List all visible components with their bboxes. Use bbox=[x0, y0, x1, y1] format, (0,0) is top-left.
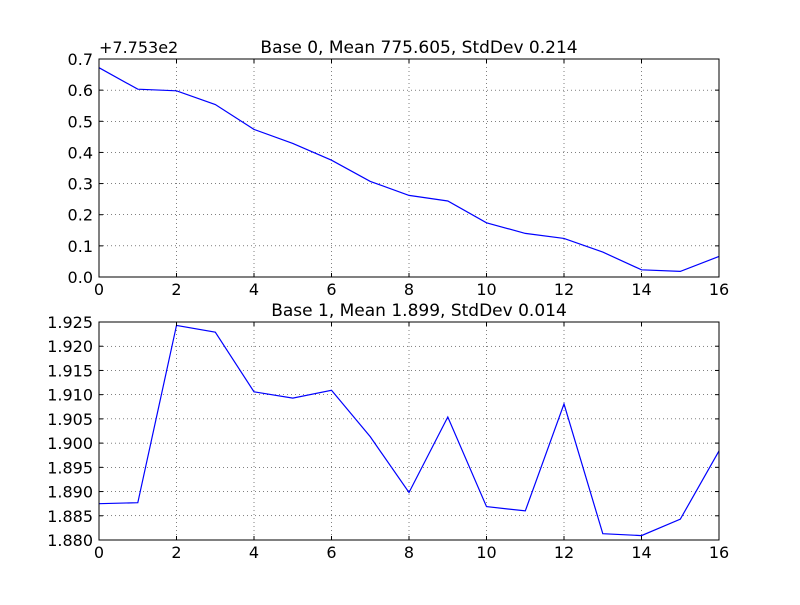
bottom-x-tick-label: 6 bbox=[326, 543, 336, 562]
bottom-x-tick-label: 2 bbox=[171, 543, 181, 562]
bottom-y-tick-label: 1.880 bbox=[47, 531, 93, 550]
bottom-y-tick-label: 1.915 bbox=[47, 361, 93, 380]
top-y-tick-label: 0.0 bbox=[68, 268, 93, 287]
bottom-x-tick-label: 0 bbox=[94, 543, 104, 562]
bottom-x-tick-label: 12 bbox=[554, 543, 574, 562]
top-x-tick-label: 10 bbox=[476, 280, 496, 299]
bottom-x-tick-label: 14 bbox=[631, 543, 651, 562]
top-y-tick-label: 0.6 bbox=[68, 81, 93, 100]
bottom-y-tick-label: 1.910 bbox=[47, 386, 93, 405]
bottom-y-tick-label: 1.900 bbox=[47, 434, 93, 453]
top-y-tick-label: 0.4 bbox=[68, 143, 93, 162]
top-y-tick-label: 0.3 bbox=[68, 175, 93, 194]
top-x-tick-label: 16 bbox=[709, 280, 729, 299]
top-offset-label: +7.753e2 bbox=[99, 38, 178, 57]
top-plot: 0 2 4 6 8 10 12 14 16 0.0 0.1 0.2 0.3 0.4 0.5 0.6 0.7 Bas… bbox=[68, 38, 730, 299]
bottom-x-tick-label: 16 bbox=[709, 543, 729, 562]
bottom-y-tick-label: 1.885 bbox=[47, 507, 93, 526]
bottom-x-tick-label: 8 bbox=[404, 543, 414, 562]
top-y-tick-label: 0.5 bbox=[68, 112, 93, 131]
bottom-y-tick-label: 1.920 bbox=[47, 337, 93, 356]
top-chart-title: Base 0, Mean 775.605, StdDev 0.214 bbox=[260, 38, 577, 58]
bottom-x-tick-label: 10 bbox=[476, 543, 496, 562]
top-x-tick-label: 6 bbox=[326, 280, 336, 299]
top-x-tick-label: 14 bbox=[631, 280, 651, 299]
top-x-tick-label: 12 bbox=[554, 280, 574, 299]
bottom-y-tick-label: 1.895 bbox=[47, 458, 93, 477]
top-y-tick-label: 0.1 bbox=[68, 237, 93, 256]
top-x-tick-label: 8 bbox=[404, 280, 414, 299]
top-y-tick-label: 0.7 bbox=[68, 50, 93, 69]
bottom-series-line bbox=[98, 324, 720, 537]
bottom-y-tick-label: 1.905 bbox=[47, 410, 93, 429]
top-x-tick-label: 2 bbox=[171, 280, 181, 299]
bottom-y-tick-label: 1.890 bbox=[47, 483, 93, 502]
top-x-tick-label: 4 bbox=[249, 280, 259, 299]
bottom-x-tick-label: 4 bbox=[249, 543, 259, 562]
top-x-tick-label: 0 bbox=[94, 280, 104, 299]
bottom-chart-title: Base 1, Mean 1.899, StdDev 0.014 bbox=[271, 301, 567, 321]
bottom-plot: 0 2 4 6 8 10 12 14 16 1.880 1.885 1.890 1.895 1.900 1.… bbox=[47, 301, 729, 562]
bottom-y-tick-label: 1.925 bbox=[47, 313, 93, 332]
top-y-tick-label: 0.2 bbox=[68, 206, 93, 225]
top-series-line bbox=[98, 67, 720, 273]
